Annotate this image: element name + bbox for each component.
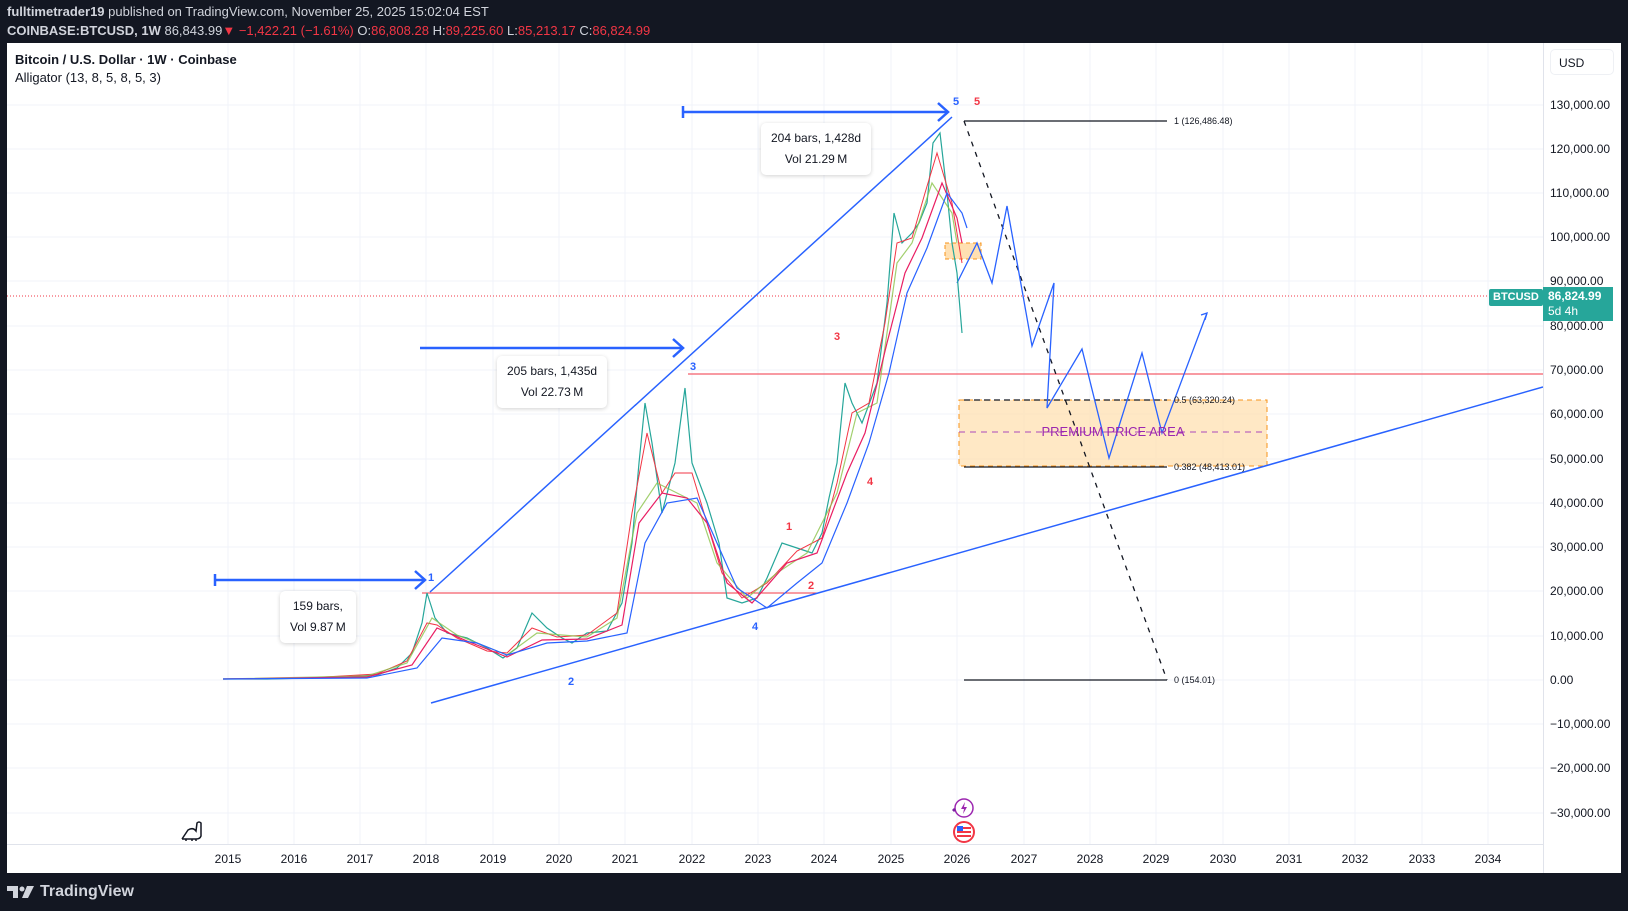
svg-text:3: 3 bbox=[690, 361, 696, 373]
fib-levels[interactable] bbox=[964, 120, 1167, 681]
svg-text:1: 1 bbox=[428, 572, 434, 584]
tradingview-logo-icon bbox=[7, 886, 34, 898]
us-flag-event-icon[interactable] bbox=[953, 821, 975, 843]
svg-text:1: 1 bbox=[786, 521, 792, 533]
time-axis[interactable]: 2015 2016 2017 2018 2019 2020 2021 2022 … bbox=[7, 844, 1543, 873]
ohlc-bar: COINBASE:BTCUSD, 1W 86,843.99▼ −1,422.21… bbox=[7, 23, 651, 38]
lower-trendline[interactable] bbox=[430, 386, 1543, 704]
tradingview-logo[interactable]: TradingView bbox=[7, 883, 134, 901]
symbol-title[interactable]: Bitcoin / U.S. Dollar · 1W · Coinbase bbox=[15, 52, 237, 67]
svg-text:3: 3 bbox=[834, 331, 840, 343]
fib-trend-line[interactable] bbox=[963, 120, 1168, 681]
svg-text:5: 5 bbox=[953, 96, 959, 108]
range-stats-3: 204 bars, 1,428d Vol 21.29 M bbox=[761, 123, 872, 175]
chart-canvas[interactable]: 1 2 3 4 5 1 2 3 4 5 1 (126,486.48) 0.5 (… bbox=[7, 43, 1543, 844]
symbol-price-tag: BTCUSD bbox=[1489, 289, 1543, 306]
projection-path[interactable] bbox=[956, 205, 1208, 461]
down-arrow-icon: ▼ bbox=[222, 23, 236, 38]
upper-trendline[interactable] bbox=[429, 116, 953, 593]
range-stats-2: 205 bars, 1,435d Vol 22.73 M bbox=[497, 356, 608, 408]
svg-text:0 (154.01): 0 (154.01) bbox=[1174, 675, 1215, 685]
premium-zone[interactable] bbox=[958, 399, 1268, 467]
lightning-event-icon[interactable] bbox=[952, 798, 974, 818]
last-price: 86,843.99 bbox=[164, 23, 223, 38]
open-value: 86,808.28 bbox=[371, 23, 429, 38]
svg-text:1 (126,486.48): 1 (126,486.48) bbox=[1174, 116, 1233, 126]
chart-legend: Bitcoin / U.S. Dollar · 1W · Coinbase Al… bbox=[15, 51, 237, 87]
fib-labels: 1 (126,486.48) 0.5 (63,320.24) 0.382 (48… bbox=[1174, 116, 1245, 685]
publish-info: fulltimetrader19 published on TradingVie… bbox=[7, 4, 489, 19]
footer: TradingView bbox=[0, 873, 1628, 911]
svg-text:4: 4 bbox=[867, 476, 874, 488]
symbol-label: COINBASE:BTCUSD, 1W bbox=[7, 23, 161, 38]
svg-text:0.5 (63,320.24): 0.5 (63,320.24) bbox=[1174, 395, 1235, 405]
range-arrows[interactable] bbox=[213, 102, 950, 590]
price-change: −1,422.21 (−1.61%) bbox=[238, 23, 354, 38]
bar-countdown: 5d 4h bbox=[1548, 304, 1579, 318]
svg-text:2: 2 bbox=[568, 676, 574, 688]
wave-labels: 1 2 3 4 5 1 2 3 4 5 bbox=[428, 96, 980, 688]
zone-label: PREMIUM PRICE AREA bbox=[1041, 424, 1184, 439]
currency-button[interactable]: USD bbox=[1550, 49, 1614, 75]
publish-text: published on TradingView.com, November 2… bbox=[108, 4, 489, 19]
price-axis[interactable]: USD 130,000.00 120,000.00 110,000.00 100… bbox=[1543, 43, 1621, 873]
grid bbox=[7, 43, 1543, 844]
close-value: 86,824.99 bbox=[592, 23, 651, 38]
dino-icon bbox=[181, 821, 202, 841]
svg-text:4: 4 bbox=[752, 621, 759, 633]
price-line bbox=[223, 131, 963, 680]
svg-text:2: 2 bbox=[808, 580, 814, 592]
high-value: 89,225.60 bbox=[445, 23, 504, 38]
chart-pane[interactable]: 1 2 3 4 5 1 2 3 4 5 1 (126,486.48) 0.5 (… bbox=[7, 43, 1621, 873]
publisher-name[interactable]: fulltimetrader19 bbox=[7, 4, 105, 19]
svg-text:5: 5 bbox=[974, 96, 980, 108]
indicator-label[interactable]: Alligator (13, 8, 5, 8, 5, 3) bbox=[15, 70, 161, 85]
range-stats-1: 159 bars, Vol 9.87 M bbox=[280, 591, 356, 643]
svg-text:0.382 (48,413.01): 0.382 (48,413.01) bbox=[1174, 462, 1245, 472]
current-price-tag: 86,824.99 5d 4h bbox=[1543, 287, 1613, 321]
low-value: 85,213.17 bbox=[517, 23, 576, 38]
